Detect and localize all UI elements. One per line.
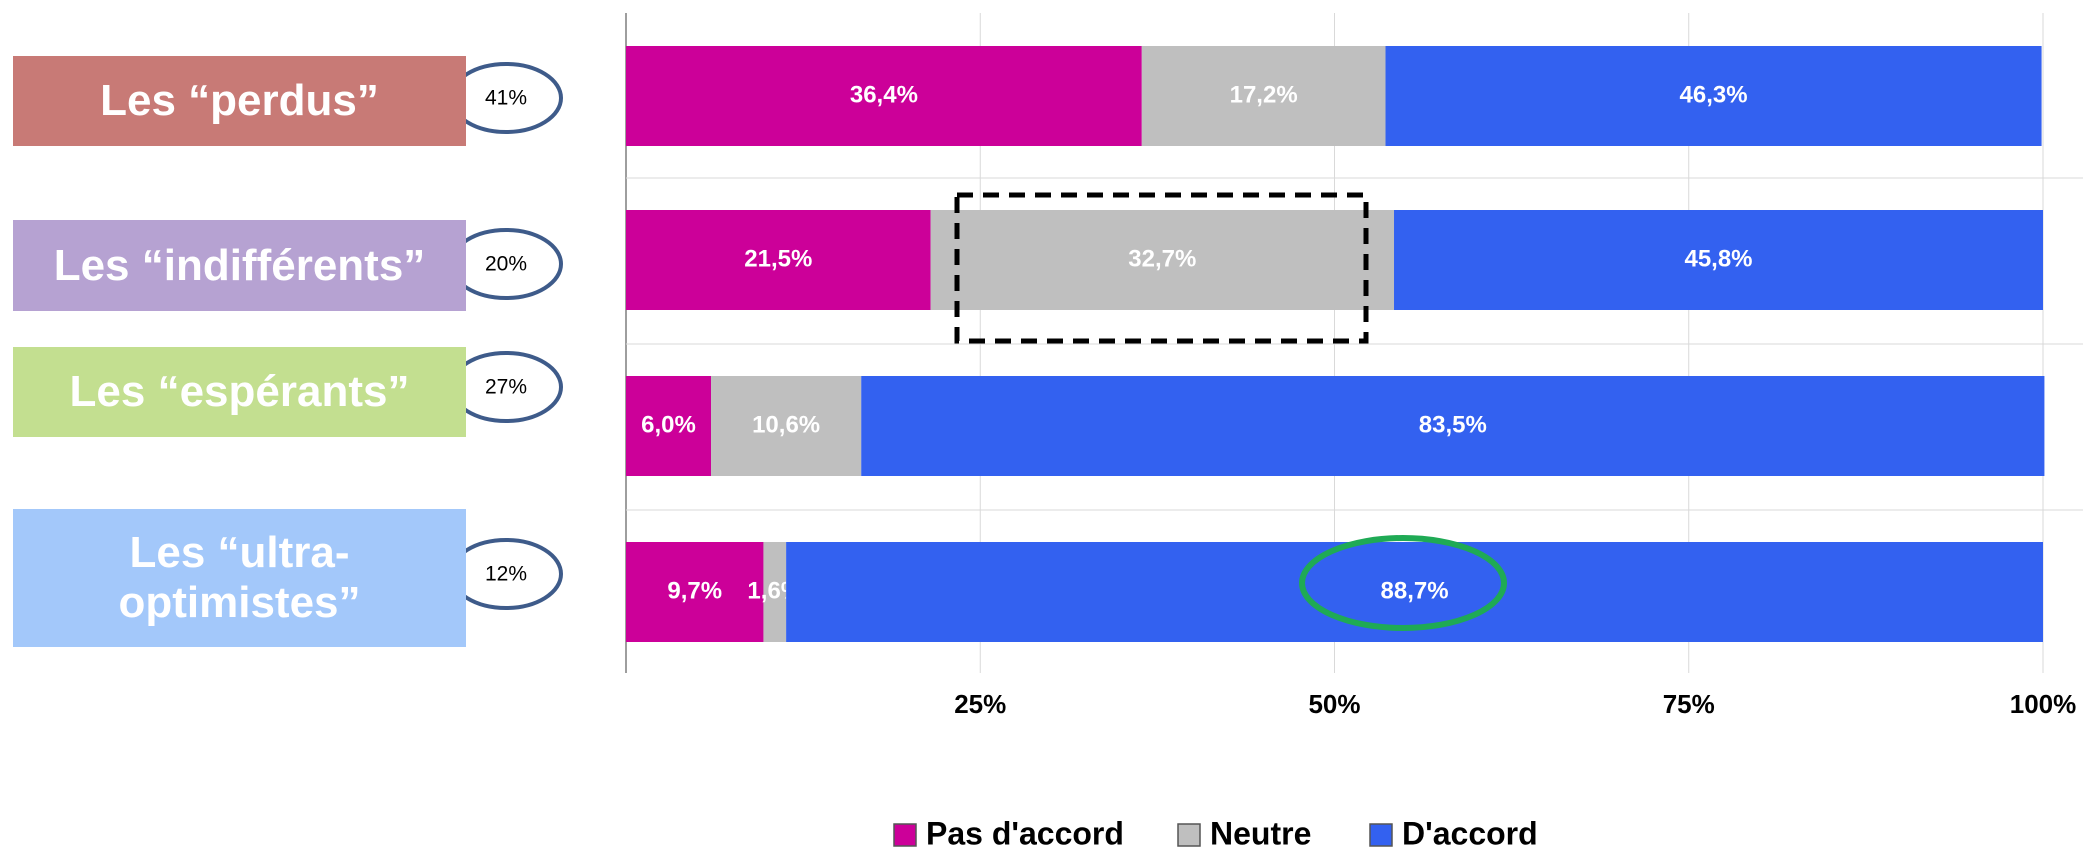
x-tick-label: 75% xyxy=(1663,689,1715,719)
bar-segment xyxy=(1385,46,2042,146)
x-tick-label: 50% xyxy=(1308,689,1360,719)
data-label: 17,2% xyxy=(1230,81,1298,108)
data-label: 88,7% xyxy=(1381,577,1449,604)
legend-swatch xyxy=(893,823,917,847)
bar-segment xyxy=(711,376,862,476)
bar-segment xyxy=(930,210,1395,310)
bar-segment xyxy=(626,46,1142,146)
highlight-ellipse xyxy=(1299,535,1507,631)
group-label: Les “perdus” xyxy=(13,56,466,146)
group-share-label: 41% xyxy=(485,87,527,110)
bar-segment xyxy=(763,542,787,642)
bar-segment xyxy=(626,542,764,642)
bar-segment xyxy=(861,376,2045,476)
data-label: 21,5% xyxy=(744,245,812,272)
bar-segment xyxy=(626,376,712,476)
group-label: Les “ultra-optimistes” xyxy=(13,509,466,647)
legend-swatch xyxy=(1369,823,1393,847)
data-label: 10,6% xyxy=(752,411,820,438)
legend-label: Pas d'accord xyxy=(926,815,1124,851)
group-label: Les “espérants” xyxy=(13,347,466,437)
legend-swatch xyxy=(1177,823,1201,847)
data-label: 9,7% xyxy=(667,577,722,604)
highlight-box xyxy=(954,192,1369,344)
x-tick-label: 25% xyxy=(954,689,1006,719)
bar-segment xyxy=(626,210,931,310)
group-share-label: 27% xyxy=(485,376,527,399)
legend-label: Neutre xyxy=(1210,815,1311,851)
legend-label: D'accord xyxy=(1402,815,1538,851)
group-share-label: 12% xyxy=(485,563,527,586)
group-label: Les “indifférents” xyxy=(13,220,466,311)
data-label: 46,3% xyxy=(1680,81,1748,108)
data-label: 32,7% xyxy=(1128,245,1196,272)
group-share-label: 20% xyxy=(485,253,527,276)
data-label: 6,0% xyxy=(641,411,696,438)
bar-segment xyxy=(1141,46,1386,146)
data-label: 83,5% xyxy=(1419,411,1487,438)
x-tick-label: 100% xyxy=(2010,689,2077,719)
data-label: 36,4% xyxy=(850,81,918,108)
data-label: 45,8% xyxy=(1684,245,1752,272)
bar-segment xyxy=(1394,210,2043,310)
